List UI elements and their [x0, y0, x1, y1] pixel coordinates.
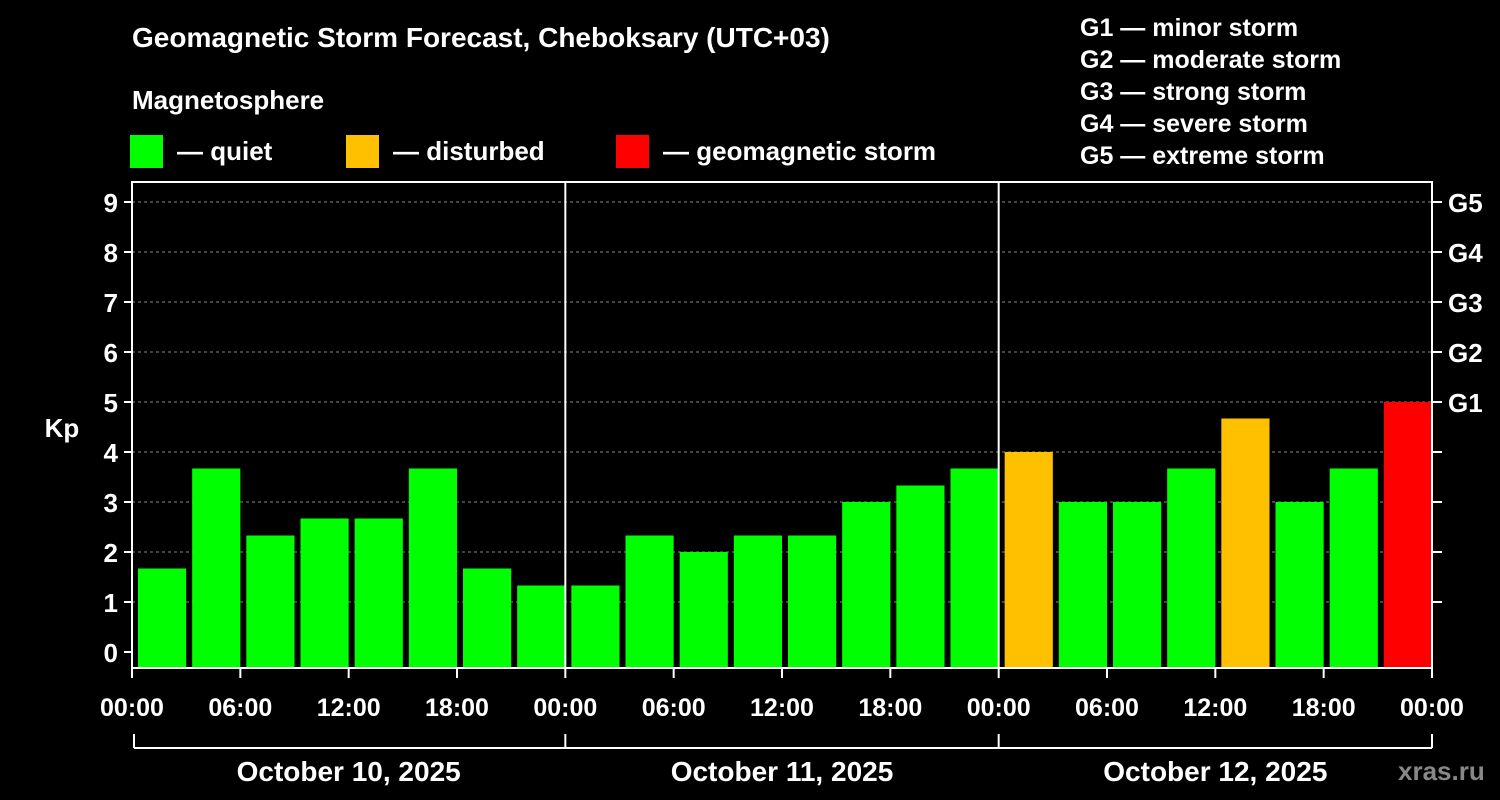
y-tick-label: 4: [104, 438, 119, 468]
legend-heading: Magnetosphere: [132, 85, 325, 115]
x-tick-label: 06:00: [208, 694, 272, 722]
bar: [733, 535, 782, 668]
x-tick-label: 06:00: [642, 694, 706, 722]
g-scale-tick-label: G3: [1448, 288, 1483, 318]
y-tick-label: 1: [104, 588, 118, 618]
bar: [679, 552, 728, 668]
y-tick-label: 5: [104, 388, 118, 418]
g-scale-item: G4 — severe storm: [1080, 110, 1308, 138]
bar: [300, 518, 349, 668]
g-scale-item: G1 — minor storm: [1080, 14, 1299, 42]
bar: [138, 568, 187, 668]
x-tick-label: 00:00: [1400, 694, 1464, 722]
bar: [1221, 418, 1270, 668]
x-tick-label: 12:00: [750, 694, 814, 722]
y-tick-label: 6: [104, 338, 118, 368]
x-tick-label: 12:00: [317, 694, 381, 722]
g-scale-item: G3 — strong storm: [1080, 78, 1307, 106]
bar: [1058, 502, 1107, 668]
y-tick-label: 3: [104, 488, 118, 518]
bar: [246, 535, 295, 668]
bar: [1329, 468, 1378, 668]
g-scale-tick-label: G4: [1448, 238, 1483, 268]
g-scale-tick-label: G1: [1448, 388, 1483, 418]
legend-swatch-quiet: [130, 134, 163, 168]
legend-item-storm: — geomagnetic storm: [616, 134, 936, 168]
g-scale-item: G5 — extreme storm: [1080, 142, 1325, 170]
day-label: October 12, 2025: [1103, 756, 1327, 787]
legend-item-quiet: — quiet: [130, 134, 272, 168]
bar: [1004, 452, 1053, 668]
watermark: xras.ru: [1398, 756, 1485, 786]
y-tick-label: 2: [104, 538, 118, 568]
y-tick-label: 8: [104, 238, 118, 268]
legend-swatch-disturbed: [346, 134, 379, 168]
x-tick-label: 00:00: [967, 694, 1031, 722]
bar: [1275, 502, 1324, 668]
x-tick-label: 06:00: [1075, 694, 1139, 722]
g-scale-legend: G1 — minor storm G2 — moderate storm G3 …: [1080, 12, 1341, 172]
x-tick-label: 12:00: [1183, 694, 1247, 722]
bar: [517, 585, 566, 668]
bar: [1167, 468, 1216, 668]
legend-label-disturbed: — disturbed: [393, 135, 545, 166]
x-tick-label: 18:00: [1292, 694, 1356, 722]
bar: [1113, 502, 1162, 668]
bar: [354, 518, 403, 668]
day-label: October 10, 2025: [237, 756, 461, 787]
bar: [625, 535, 674, 668]
x-tick-label: 00:00: [100, 694, 164, 722]
g-scale-item: G2 — moderate storm: [1080, 46, 1342, 74]
y-tick-label: 0: [104, 638, 118, 668]
y-tick-label: 9: [104, 188, 118, 218]
x-tick-label: 18:00: [858, 694, 922, 722]
bar: [896, 485, 945, 668]
y-tick-label: 7: [104, 288, 118, 318]
legend-swatch-storm: [616, 134, 649, 168]
bar: [842, 502, 891, 668]
g-scale-tick-label: G2: [1448, 338, 1483, 368]
legend-item-disturbed: — disturbed: [346, 134, 545, 168]
day-label: October 11, 2025: [671, 756, 894, 787]
legend-label-quiet: — quiet: [177, 135, 273, 166]
y-axis-label: Kp: [45, 413, 80, 443]
bar: [788, 535, 837, 668]
legend-label-storm: — geomagnetic storm: [663, 135, 937, 166]
x-tick-label: 00:00: [533, 694, 597, 722]
bar: [192, 468, 241, 668]
bar: [1383, 402, 1432, 668]
g-scale-tick-label: G5: [1448, 188, 1483, 218]
bar: [571, 585, 620, 668]
x-tick-label: 18:00: [425, 694, 489, 722]
bar: [463, 568, 512, 668]
bar: [408, 468, 457, 668]
bar: [950, 468, 999, 668]
chart-title: Geomagnetic Storm Forecast, Cheboksary (…: [132, 22, 830, 53]
